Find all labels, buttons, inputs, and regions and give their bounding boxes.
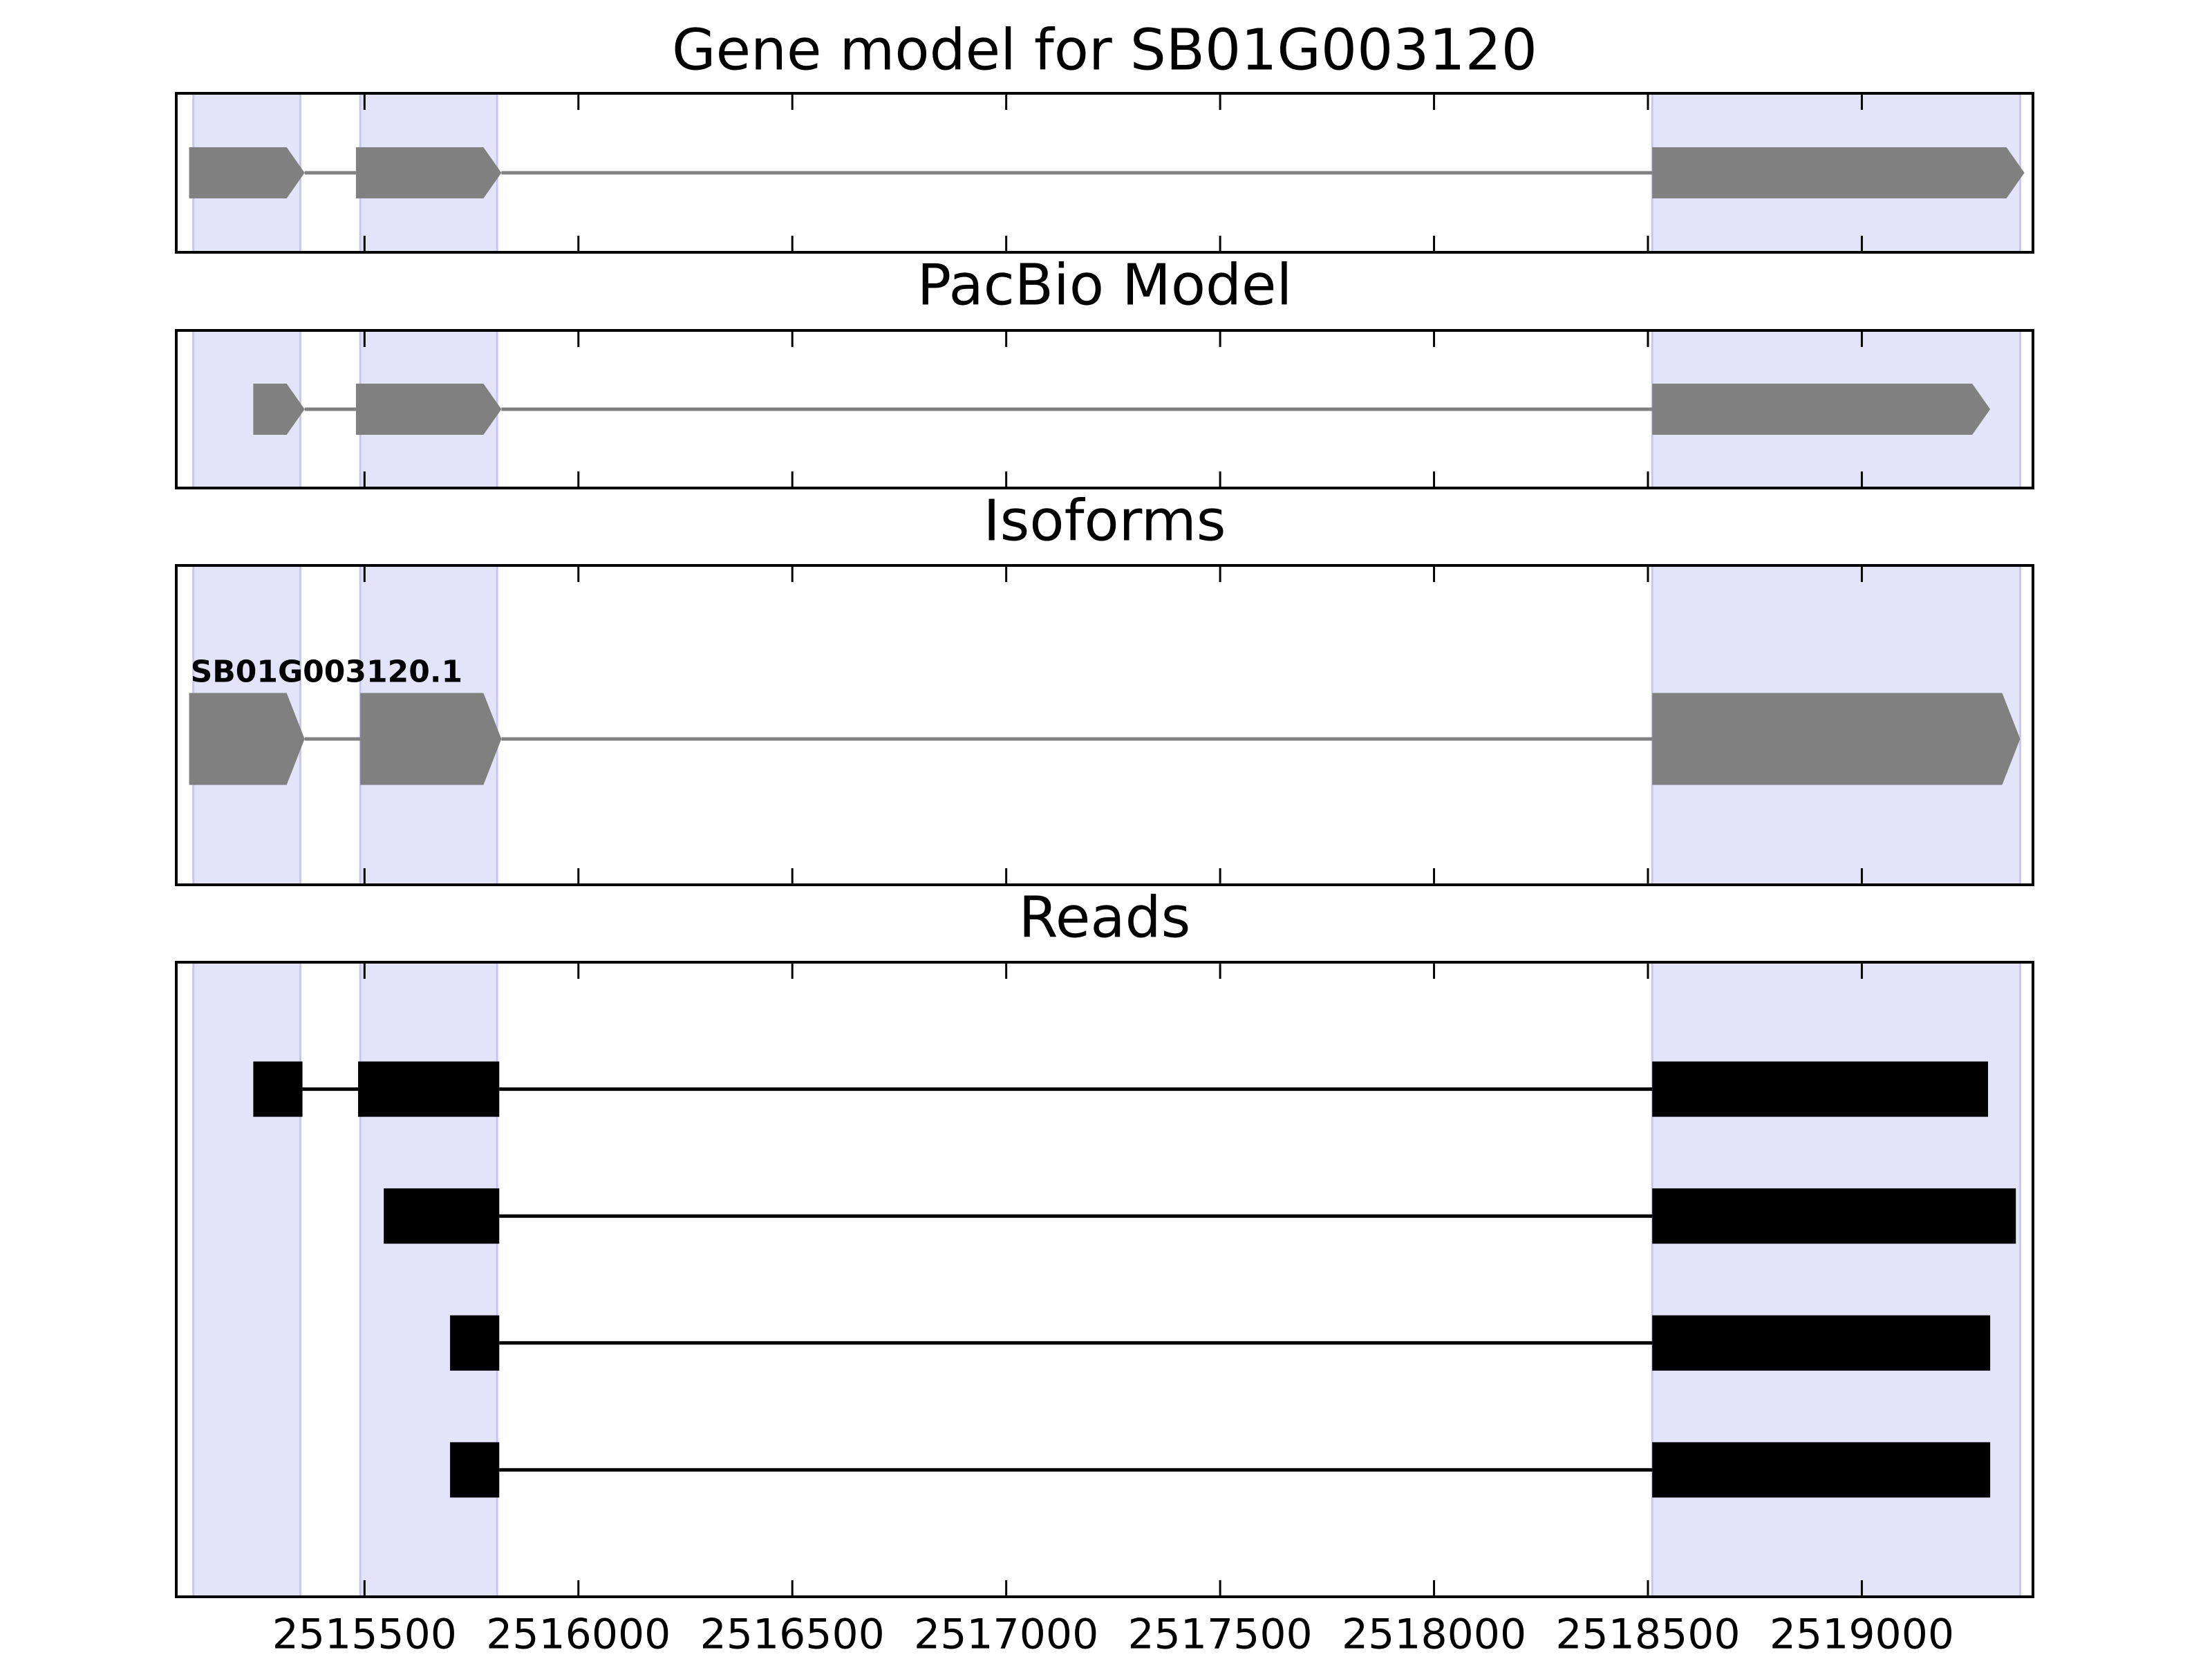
exon: [1652, 1061, 1989, 1117]
x-tick-label: 2516500: [700, 1611, 885, 1659]
x-tick-label: 2518500: [1555, 1611, 1740, 1659]
panel-title: PacBio Model: [917, 252, 1293, 318]
exon: [358, 1061, 500, 1117]
exon: [1652, 384, 1991, 435]
exon: [1652, 693, 2021, 785]
exon: [360, 693, 502, 785]
exon: [355, 384, 502, 435]
exon: [1652, 1315, 1991, 1371]
x-tick-label: 2519000: [1770, 1611, 1954, 1659]
x-tick-label: 2515500: [272, 1611, 457, 1659]
panel-frame: [175, 329, 2034, 489]
exon: [253, 1061, 303, 1117]
x-tick-label: 2517500: [1127, 1611, 1312, 1659]
panel-frame: [175, 961, 2034, 1598]
highlight-region: [359, 961, 498, 1598]
x-tick-label: 2516000: [486, 1611, 671, 1659]
exon: [1652, 1188, 2016, 1244]
panel-title: Reads: [1019, 885, 1191, 950]
exon: [450, 1315, 500, 1371]
panel-title: Gene model for SB01G003120: [672, 17, 1537, 83]
exon: [253, 384, 305, 435]
highlight-region: [192, 961, 301, 1598]
exon: [1652, 147, 2025, 198]
exon: [189, 693, 305, 785]
exon: [384, 1188, 500, 1244]
exon: [1652, 1442, 1991, 1498]
panel-frame: [175, 564, 2034, 886]
isoform-label: SB01G003120.1: [191, 655, 463, 690]
panel-frame: [175, 92, 2034, 254]
exon: [450, 1442, 500, 1498]
x-tick-label: 2518000: [1342, 1611, 1526, 1659]
highlight-region: [1651, 961, 2021, 1598]
x-tick-label: 2517000: [914, 1611, 1098, 1659]
exon: [189, 147, 305, 198]
exon: [355, 147, 502, 198]
panel-title: Isoforms: [984, 488, 1226, 554]
